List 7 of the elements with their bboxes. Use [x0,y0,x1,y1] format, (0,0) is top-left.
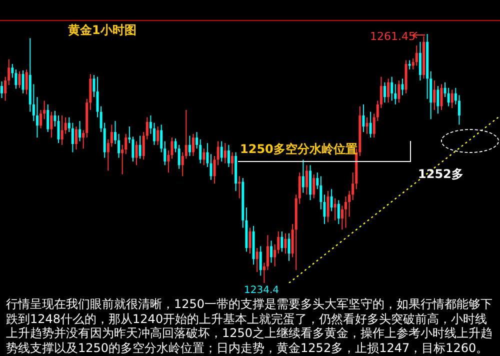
text: 1234.4 [244,285,279,296]
annotation: 1250多空分水岭位置 [238,141,411,162]
chart-title: 黄金1小时图 [68,22,136,39]
annotation: 1261.45 [370,30,416,43]
text: 行情呈现在我们眼前就很清晰，1250一带的支撑是需要多头大军坚守的，如果行情都能够下跌到1248什么的，那从1240开始的上升基本上就完蛋了，仍然看好多头突破前高，小时线上升趋势并没有因为昨天冲高回落破坏，1250之上继续看多黄金，操作上参考小时线上升趋势线支撑以及1250的多空分水岭位置；日内走势，黄金1252多，止损1247，目标1260。 [6,297,494,356]
annotation: 1252多 [418,166,464,183]
candlestick [238,176,241,198]
